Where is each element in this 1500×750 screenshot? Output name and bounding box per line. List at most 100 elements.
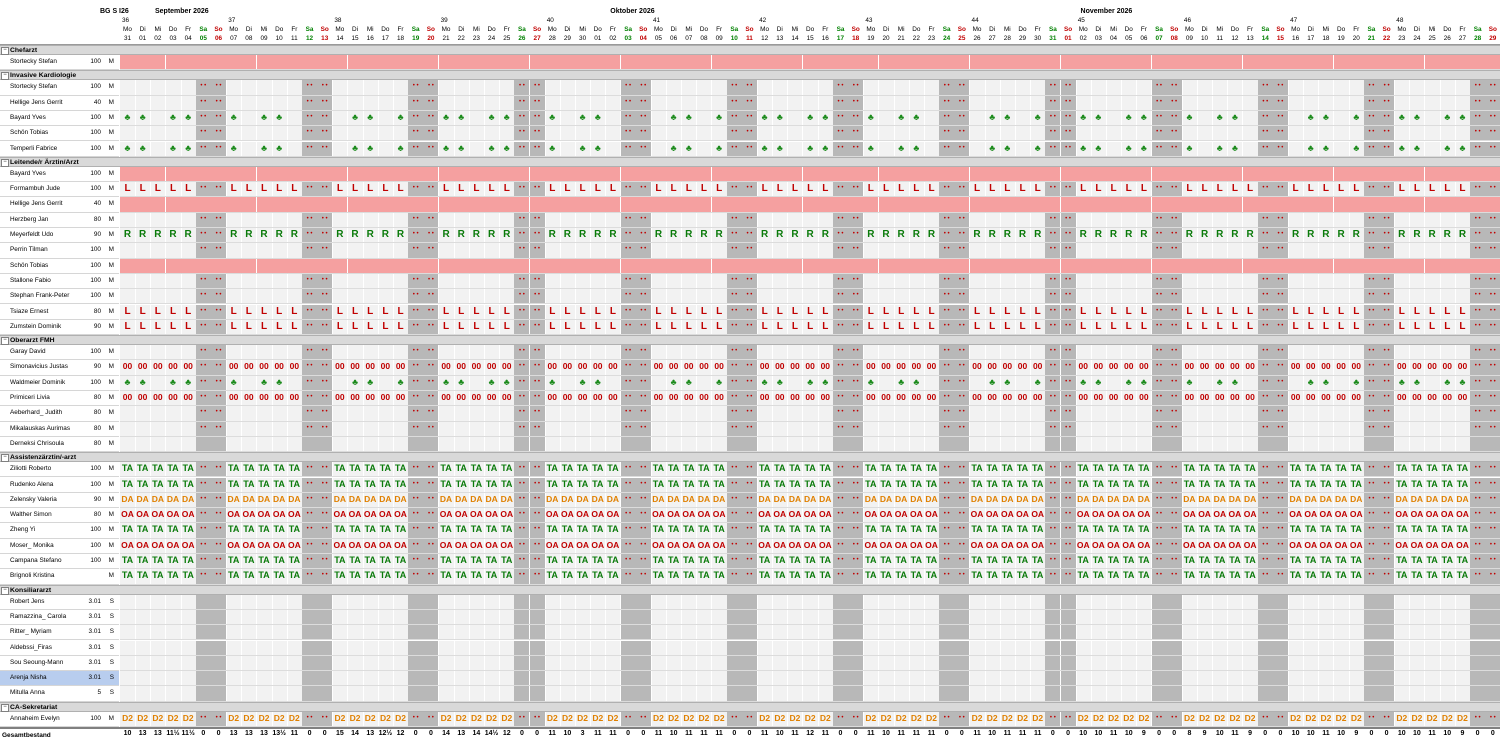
day-cell[interactable] [120, 273, 136, 289]
day-cell[interactable]: OA [1303, 538, 1320, 553]
day-cell[interactable] [772, 640, 789, 655]
day-cell[interactable]: TA [772, 477, 789, 492]
day-cell[interactable]: DA [1197, 492, 1214, 508]
day-cell[interactable]: TA [257, 477, 273, 492]
day-cell[interactable]: OA [287, 538, 303, 553]
day-cell[interactable]: • • [741, 711, 758, 726]
day-cell[interactable] [894, 609, 910, 625]
day-cell[interactable]: TA [181, 462, 197, 477]
day-cell[interactable]: • • [1257, 462, 1274, 477]
day-cell[interactable] [1106, 671, 1123, 686]
day-cell[interactable] [1015, 436, 1032, 452]
day-cell[interactable] [878, 166, 895, 182]
day-cell[interactable]: • • [1363, 212, 1380, 227]
day-cell[interactable]: • • [832, 141, 849, 156]
day-cell[interactable]: • • [620, 243, 637, 258]
day-cell[interactable]: • • [317, 523, 334, 538]
day-cell[interactable] [651, 243, 667, 258]
day-cell[interactable] [439, 436, 455, 452]
vacation-icon[interactable]: ♣ [1212, 110, 1229, 126]
day-cell[interactable]: • • [939, 360, 956, 375]
day-cell[interactable] [681, 686, 698, 701]
day-cell[interactable]: • • [848, 508, 865, 523]
day-cell[interactable]: • • [635, 345, 652, 360]
day-cell[interactable] [1485, 166, 1500, 182]
day-cell[interactable] [150, 640, 167, 655]
day-cell[interactable]: TA [803, 554, 819, 569]
day-cell[interactable] [863, 243, 880, 258]
day-cell[interactable] [1243, 671, 1259, 686]
day-cell[interactable]: • • [1272, 95, 1289, 110]
day-cell[interactable]: TA [150, 523, 167, 538]
day-cell[interactable]: L [545, 319, 561, 335]
day-cell[interactable]: • • [848, 80, 865, 95]
day-cell[interactable] [135, 594, 152, 609]
day-cell[interactable] [1181, 258, 1198, 273]
day-cell[interactable] [135, 243, 152, 258]
person-row-label[interactable]: Walther Simon 80 M [0, 508, 119, 524]
day-cell[interactable]: 00 [1030, 360, 1047, 375]
day-cell[interactable] [317, 686, 334, 701]
day-cell[interactable] [181, 640, 197, 655]
day-cell[interactable] [423, 197, 440, 212]
day-cell[interactable]: • • [635, 492, 652, 508]
day-cell[interactable] [1288, 345, 1305, 360]
day-cell[interactable]: OA [484, 538, 501, 553]
day-cell[interactable] [226, 273, 243, 289]
vacation-icon[interactable]: ♣ [439, 141, 455, 156]
day-cell[interactable]: • • [1485, 126, 1500, 141]
day-cell[interactable] [257, 273, 273, 289]
vacation-icon[interactable]: ♣ [985, 110, 1001, 126]
day-cell[interactable]: TA [894, 462, 910, 477]
day-cell[interactable] [1470, 655, 1487, 671]
day-cell[interactable] [1440, 686, 1456, 701]
day-cell[interactable]: • • [741, 273, 758, 289]
day-cell[interactable]: • • [741, 126, 758, 141]
day-cell[interactable]: L [499, 304, 516, 319]
day-cell[interactable] [348, 345, 364, 360]
day-cell[interactable] [832, 609, 849, 625]
day-cell[interactable]: D2 [241, 711, 258, 726]
day-cell[interactable]: • • [1470, 141, 1487, 156]
day-cell[interactable]: L [970, 304, 986, 319]
day-cell[interactable] [1121, 273, 1138, 289]
day-cell[interactable] [969, 55, 986, 70]
day-cell[interactable] [1197, 141, 1214, 156]
day-cell[interactable] [469, 273, 485, 289]
day-cell[interactable] [1015, 640, 1032, 655]
vacation-icon[interactable]: ♣ [181, 141, 197, 156]
day-cell[interactable] [1136, 655, 1153, 671]
day-cell[interactable] [651, 625, 667, 640]
day-cell[interactable]: L [924, 304, 940, 319]
day-cell[interactable]: TA [1091, 477, 1107, 492]
day-cell[interactable]: • • [1485, 228, 1500, 243]
day-cell[interactable] [681, 406, 698, 421]
day-cell[interactable]: L [348, 319, 364, 335]
day-cell[interactable]: • • [1363, 289, 1380, 304]
day-cell[interactable]: • • [741, 375, 758, 390]
day-cell[interactable] [1076, 406, 1092, 421]
day-cell[interactable] [666, 671, 683, 686]
day-cell[interactable] [1470, 594, 1487, 609]
day-cell[interactable]: • • [1379, 421, 1396, 436]
day-cell[interactable]: TA [499, 477, 516, 492]
day-cell[interactable] [1121, 126, 1138, 141]
day-cell[interactable] [241, 625, 258, 640]
day-cell[interactable] [287, 640, 303, 655]
day-cell[interactable] [1030, 212, 1047, 227]
day-cell[interactable]: TA [1121, 523, 1138, 538]
day-cell[interactable] [226, 625, 243, 640]
day-cell[interactable] [286, 197, 303, 212]
day-cell[interactable]: • • [514, 182, 531, 197]
day-cell[interactable] [1348, 166, 1365, 182]
day-cell[interactable] [666, 273, 683, 289]
day-cell[interactable]: • • [1379, 304, 1396, 319]
day-cell[interactable] [545, 594, 561, 609]
day-cell[interactable]: • • [726, 212, 743, 227]
day-cell[interactable] [1030, 686, 1047, 701]
day-cell[interactable] [423, 166, 440, 182]
day-cell[interactable]: L [241, 182, 258, 197]
day-cell[interactable] [590, 625, 607, 640]
day-cell[interactable] [1091, 609, 1107, 625]
day-cell[interactable]: L [605, 182, 622, 197]
